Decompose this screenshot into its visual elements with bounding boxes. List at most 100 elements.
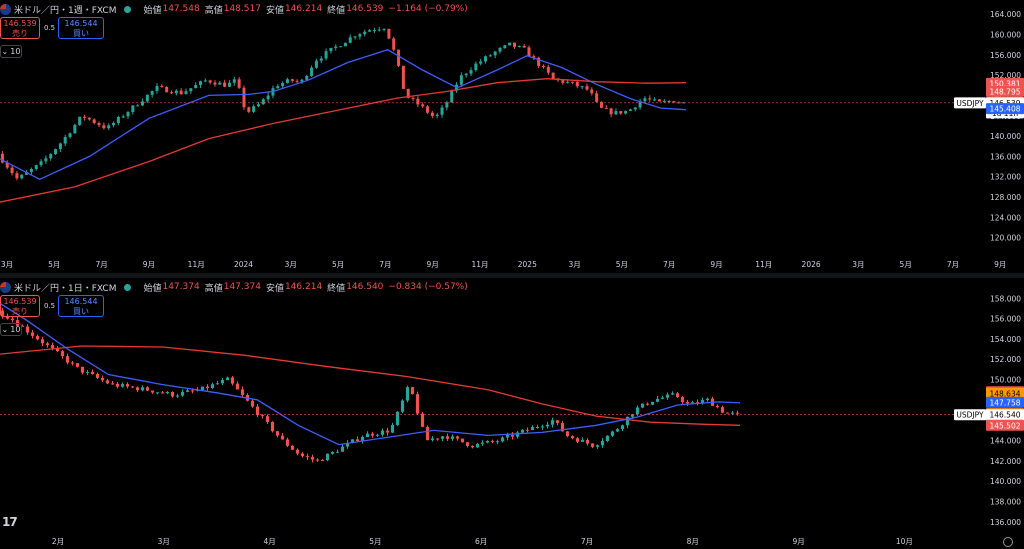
y-tick-label: 136.000 [990, 152, 1021, 161]
candle-body [285, 79, 289, 84]
candle-body [653, 99, 657, 101]
x-tick-label: 11月 [471, 260, 488, 269]
candle-body [358, 34, 362, 37]
symbol-title[interactable]: 米ドル／円・1日・FXCM [14, 283, 117, 294]
candle-body [179, 90, 183, 95]
candle-body [380, 430, 385, 435]
candle-body [600, 441, 605, 446]
x-tick-label: 2024 [234, 260, 253, 269]
candle-body [115, 383, 120, 387]
x-tick-label: 6月 [475, 537, 487, 546]
symbol-tag: USDJPY [954, 97, 986, 109]
candle-body [223, 82, 227, 87]
price-tag-text: 146.540 [989, 411, 1020, 420]
settings-icon[interactable] [1003, 537, 1013, 547]
candle-body [680, 397, 685, 402]
buy-button[interactable]: 146.544 買い [58, 295, 104, 317]
candle-body [135, 387, 140, 391]
candle-body [522, 46, 526, 48]
high-label: 高値 [204, 5, 223, 16]
candle-body [20, 174, 24, 179]
candle-body [40, 339, 45, 344]
candle-body [235, 383, 240, 390]
x-tick-label: 7月 [581, 537, 593, 546]
candle-body [215, 383, 220, 385]
market-status-icon [124, 5, 132, 13]
candle-body [545, 424, 550, 427]
ma-slow-line [0, 345, 741, 426]
spread-value: 0.5 [44, 24, 56, 32]
symbol-title[interactable]: 米ドル／円・1週・FXCM [14, 5, 117, 16]
candle-body [155, 86, 159, 92]
candle-body [368, 30, 372, 32]
x-tick-label: 9月 [143, 260, 155, 269]
candle-body [285, 439, 290, 446]
sell-label: 売り [12, 29, 28, 38]
candle-body [555, 420, 560, 424]
candle-body [290, 445, 295, 450]
candle-body [537, 57, 541, 66]
candle-body [150, 390, 155, 393]
price-tag: 148.795 [986, 85, 1024, 97]
weekly-chart-canvas[interactable]: 120.000 124.000 128.000 132.000 136.000 140.0… [0, 0, 1024, 273]
sell-button[interactable]: 146.539 売り [0, 17, 40, 39]
candle-body [175, 395, 180, 397]
candle-body [619, 111, 623, 114]
candle-body [475, 443, 480, 448]
ma-slow-line [0, 78, 687, 203]
y-tick-label: 158.000 [990, 294, 1021, 303]
candle-body [54, 149, 58, 155]
candle-body [150, 91, 154, 95]
weekly-chart-pane[interactable]: 120.000 124.000 128.000 132.000 136.000 140.0… [0, 0, 1024, 273]
candle-body [25, 326, 30, 333]
usd-jpy-flag-icon [0, 281, 11, 293]
x-tick-label: 5月 [616, 260, 628, 269]
candle-body [377, 29, 381, 31]
candle-body [455, 436, 460, 439]
price-tag-bg [986, 387, 1024, 399]
candle-body [625, 416, 630, 426]
daily-chart-canvas[interactable]: 136.000138.000140.000142.000144.000146.0… [0, 278, 1024, 549]
volume-toggle[interactable]: ⌄ 10 [0, 45, 22, 58]
candle-body [385, 430, 390, 433]
candle-body [250, 400, 255, 407]
price-tag: 148.634 [986, 387, 1024, 399]
candle-body [648, 98, 652, 100]
candle-body [260, 415, 265, 417]
candle-body [49, 154, 53, 159]
candle-body [735, 412, 740, 414]
candle-body [39, 161, 43, 166]
x-tick-label: 8月 [687, 537, 699, 546]
candle-body [208, 80, 212, 83]
candle-body [397, 49, 401, 66]
x-tick-label: 7月 [947, 260, 959, 269]
candle-body [29, 168, 33, 173]
ma-fast-line [0, 302, 741, 446]
candle-body [695, 402, 700, 404]
sell-button[interactable]: 146.539 売り [0, 295, 40, 317]
candle-body [401, 65, 405, 89]
price-tag: 146.540 [986, 409, 1024, 421]
candle-body [252, 106, 256, 112]
buy-price: 146.544 [64, 297, 98, 306]
sell-label: 売り [12, 307, 28, 316]
candle-body [435, 438, 440, 440]
candle-body [242, 87, 246, 108]
candle-body [105, 380, 110, 384]
candle-body [314, 60, 318, 68]
daily-chart-pane[interactable]: 136.000138.000140.000142.000144.000146.0… [0, 278, 1024, 549]
tradingview-logo-icon[interactable]: 17 [2, 515, 18, 529]
candle-body [145, 94, 149, 102]
change-value: −1.164 (−0.79%) [388, 4, 468, 14]
volume-toggle[interactable]: ⌄ 10 [0, 323, 22, 336]
candle-body [30, 332, 35, 336]
candle-body [532, 56, 536, 58]
open-label: 始値 [143, 283, 162, 294]
buy-button[interactable]: 146.544 買い [58, 17, 104, 39]
pane-separator[interactable] [0, 273, 1024, 278]
candle-body [624, 110, 628, 114]
candle-body [670, 393, 675, 395]
candle-body [405, 387, 410, 401]
candle-body [480, 442, 485, 444]
candle-body [325, 453, 330, 461]
